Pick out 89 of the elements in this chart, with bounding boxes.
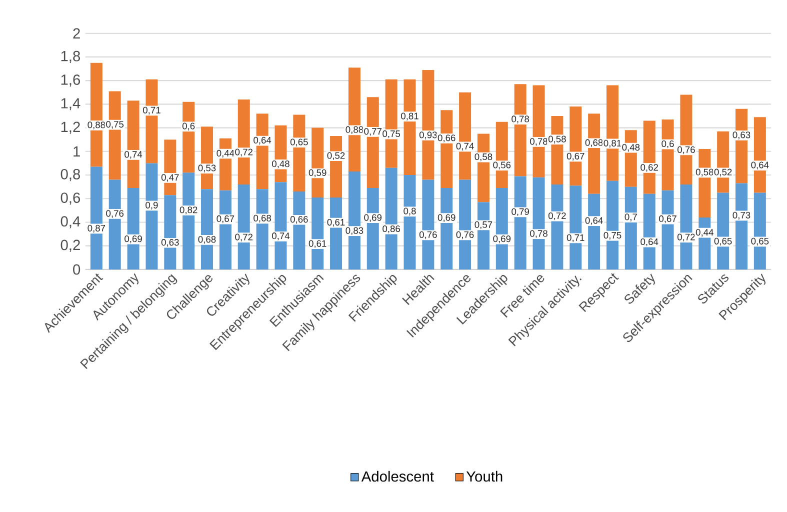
data-label: 0,61 [327, 218, 345, 227]
data-label: 0,47 [161, 174, 179, 182]
data-label: 0,83 [346, 227, 364, 235]
data-label: 0,6 [662, 140, 674, 148]
data-label: 0,58 [474, 153, 492, 162]
data-label: 0,65 [290, 138, 308, 146]
data-label: 0,69 [438, 214, 456, 222]
data-label: 0,69 [364, 214, 382, 222]
data-label: 0,58 [696, 168, 714, 176]
data-label: 0,52 [327, 152, 345, 160]
data-label: 0,93 [419, 132, 437, 140]
data-label: 0,81 [401, 112, 418, 120]
data-label: 0,64 [751, 162, 769, 170]
data-label: 0,64 [585, 217, 603, 225]
data-label: 0,62 [640, 164, 658, 172]
data-label: 0,57 [474, 221, 492, 229]
data-label: 0,75 [106, 120, 124, 129]
data-label: 0,72 [677, 234, 695, 242]
y-tick-label: 0,2 [60, 240, 80, 252]
data-label: 0,52 [714, 168, 732, 176]
data-label: 0,58 [548, 136, 566, 144]
data-label: 0,88 [346, 126, 364, 134]
data-label: 0,78 [512, 116, 530, 124]
data-label: 0,77 [364, 128, 382, 136]
data-label: 0,72 [235, 234, 252, 242]
data-label: 0,64 [254, 136, 272, 145]
y-tick-label: 0 [73, 264, 80, 275]
y-tick-label: 1,2 [61, 122, 80, 134]
data-label: 0,74 [124, 150, 142, 159]
data-label: 0,88 [88, 121, 106, 130]
data-label: 0,63 [732, 132, 750, 140]
data-label: 0,76 [106, 210, 124, 218]
data-label: 0,75 [382, 130, 400, 138]
data-label: 0,67 [216, 215, 234, 224]
data-label: 0,86 [382, 225, 400, 234]
data-label: 0,82 [180, 206, 198, 214]
data-label: 0,64 [640, 238, 658, 246]
data-label: 0,65 [714, 238, 732, 246]
data-label: 0,68 [198, 236, 216, 244]
data-label: 0,53 [198, 164, 216, 172]
data-label: 0,67 [566, 152, 584, 160]
data-label: 0,44 [696, 228, 714, 237]
data-label: 0,74 [456, 142, 474, 150]
y-tick-label: 1 [74, 146, 80, 156]
data-label: 0,69 [493, 235, 511, 244]
data-label: 0,76 [456, 231, 474, 239]
data-label: 0,75 [604, 232, 622, 240]
data-label: 0,72 [235, 148, 252, 156]
data-label: 0,68 [254, 214, 271, 222]
legend-label: Youth [466, 470, 502, 482]
data-label: 0,59 [308, 169, 326, 177]
data-label: 0,44 [216, 150, 234, 158]
data-label: 0,76 [419, 231, 437, 239]
y-tick-label: 0,4 [60, 216, 80, 228]
data-label: 0,9 [146, 202, 158, 210]
data-label: 0,56 [493, 162, 511, 170]
data-label: 0,73 [732, 212, 750, 220]
data-label: 0,76 [677, 146, 695, 154]
y-tick-label: 1,4 [61, 98, 80, 110]
y-tick-label: 1,8 [61, 50, 80, 63]
data-label: 0,48 [622, 144, 640, 152]
y-tick-label: 0,6 [60, 192, 80, 205]
y-tick-label: 0,8 [60, 168, 80, 181]
y-tick-label: 2 [73, 28, 80, 38]
data-label: 0,71 [566, 234, 584, 242]
data-label: 0,74 [272, 232, 290, 240]
bar [404, 174, 416, 270]
legend-label: Adolescent [361, 470, 434, 482]
data-label: 0,78 [530, 230, 548, 238]
data-label: 0,81 [604, 140, 622, 148]
y-tick-label: 1,6 [61, 74, 80, 87]
data-label: 0,6 [182, 122, 195, 130]
bar [146, 163, 158, 270]
data-label: 0,72 [548, 212, 566, 220]
data-label: 0,68 [585, 139, 603, 147]
data-label: 0,7 [624, 214, 637, 222]
data-label: 0,63 [161, 238, 179, 247]
data-label: 0,78 [530, 138, 548, 146]
data-label: 0,8 [404, 208, 416, 216]
data-label: 0,48 [272, 160, 290, 168]
data-label: 0,66 [438, 134, 456, 142]
data-label: 0,66 [290, 216, 308, 224]
data-label: 0,87 [88, 224, 106, 232]
data-label: 0,67 [659, 215, 676, 224]
data-label: 0,65 [751, 238, 769, 246]
data-label: 0,61 [308, 240, 326, 248]
data-label: 0,79 [512, 208, 529, 216]
data-label: 0,69 [124, 235, 142, 244]
data-label: 0,71 [142, 106, 160, 114]
